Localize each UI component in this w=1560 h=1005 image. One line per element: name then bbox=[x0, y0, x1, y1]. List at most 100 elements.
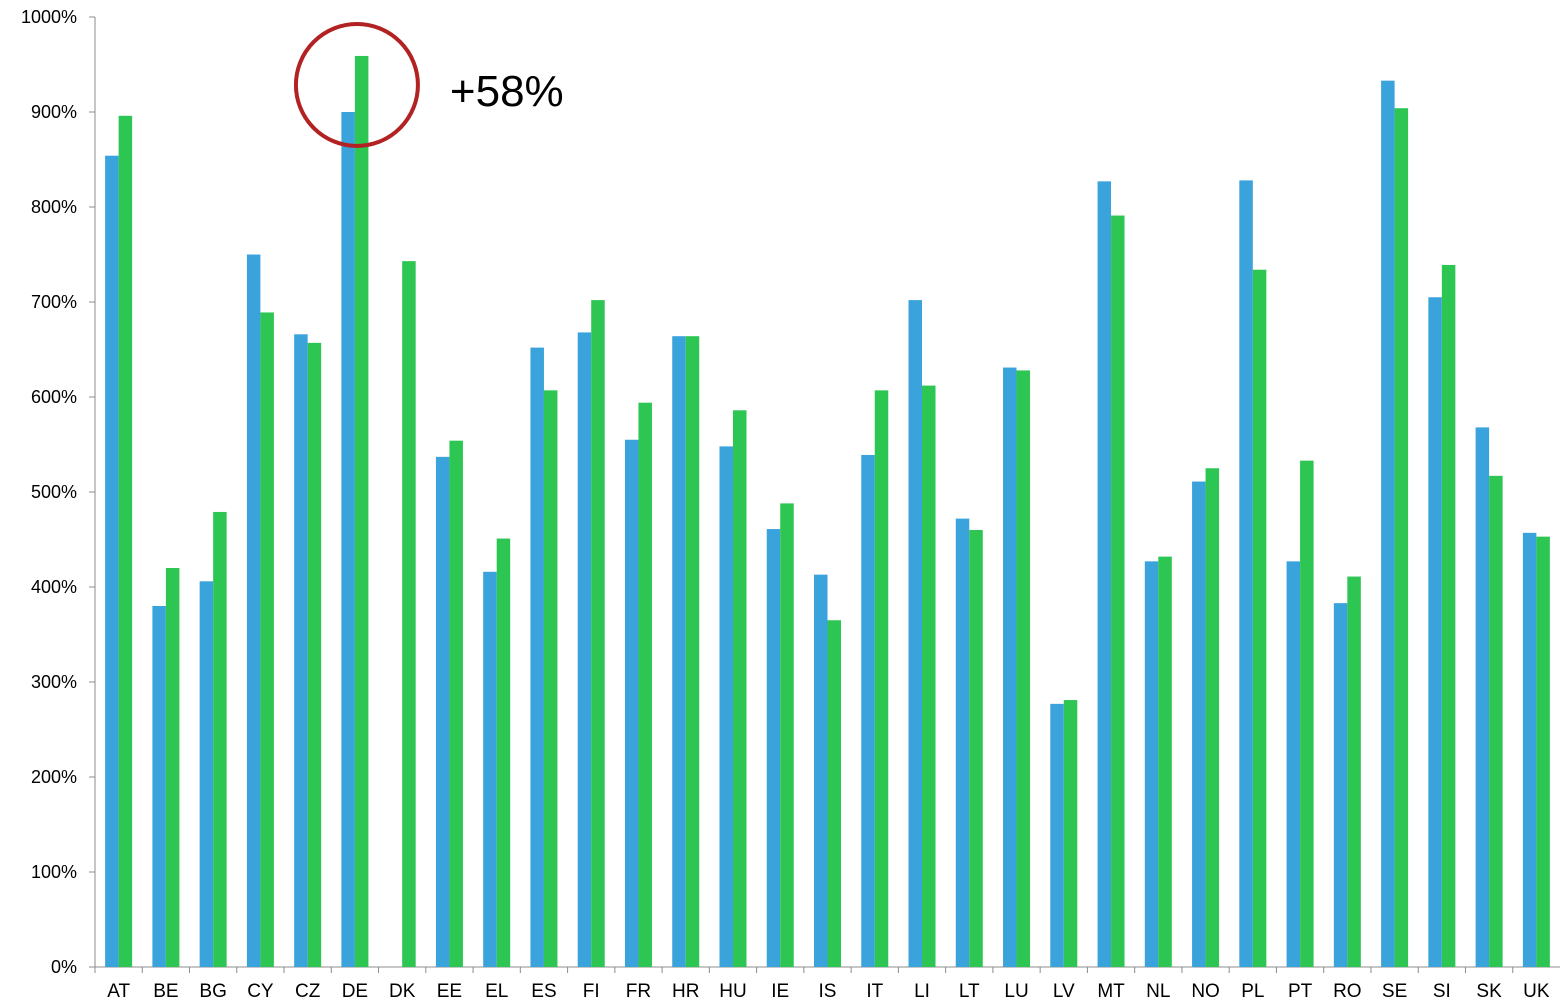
x-tick-label: LI bbox=[914, 981, 930, 1002]
bar bbox=[827, 620, 841, 967]
bar bbox=[246, 254, 261, 967]
bar bbox=[483, 571, 497, 967]
bar bbox=[1522, 532, 1537, 967]
bar bbox=[1192, 481, 1206, 967]
y-tick-label: 900% bbox=[31, 102, 77, 122]
bar bbox=[105, 155, 119, 967]
bar bbox=[955, 518, 970, 967]
bar bbox=[1205, 468, 1220, 967]
x-tick-label: UK bbox=[1523, 981, 1550, 1002]
x-tick-label: LU bbox=[1004, 981, 1028, 1002]
y-axis: 0% 100% 200% 300% 400% 500% 600% 700% 800% 900% 10… bbox=[21, 7, 96, 977]
bar bbox=[1016, 370, 1031, 967]
x-tick-label: PL bbox=[1241, 981, 1264, 1002]
bar bbox=[732, 410, 747, 967]
x-tick-label: CZ bbox=[295, 981, 321, 1002]
bar bbox=[496, 538, 511, 967]
y-tick-label: 1000% bbox=[21, 7, 77, 27]
bar bbox=[165, 568, 180, 967]
x-tick-label: MT bbox=[1097, 981, 1125, 1002]
x-tick-label: EE bbox=[437, 981, 462, 1002]
bar bbox=[766, 529, 781, 967]
y-tick-label: 500% bbox=[31, 482, 77, 502]
bar bbox=[1252, 269, 1267, 967]
x-tick-label: HR bbox=[672, 981, 699, 1002]
bar bbox=[307, 342, 322, 968]
bar bbox=[435, 456, 450, 967]
bar bbox=[685, 336, 700, 967]
bar bbox=[1003, 367, 1017, 967]
bar bbox=[1394, 108, 1409, 967]
x-tick-label: BE bbox=[153, 981, 178, 1002]
y-tick-label: 400% bbox=[31, 577, 77, 597]
bar bbox=[260, 312, 274, 967]
bar bbox=[638, 402, 652, 967]
x-tick-label: NL bbox=[1146, 981, 1170, 1002]
x-tick-label: FI bbox=[583, 981, 600, 1002]
bar bbox=[449, 440, 463, 967]
bar bbox=[354, 55, 369, 967]
x-tick-label: IT bbox=[866, 981, 883, 1002]
y-tick-label: 200% bbox=[31, 767, 77, 787]
x-tick-label: LV bbox=[1053, 981, 1075, 1002]
bar bbox=[1441, 264, 1456, 967]
bar bbox=[152, 606, 166, 967]
y-tick-label: 300% bbox=[31, 672, 77, 692]
bar bbox=[213, 511, 227, 967]
x-tick-label: LT bbox=[959, 981, 980, 1002]
bar bbox=[861, 454, 875, 967]
y-tick-label: 0% bbox=[51, 957, 77, 977]
bar bbox=[1111, 215, 1125, 968]
x-tick-label: AT bbox=[107, 981, 130, 1002]
bar bbox=[118, 115, 133, 968]
bar bbox=[1239, 180, 1253, 967]
bar bbox=[908, 300, 923, 968]
bar bbox=[624, 439, 639, 967]
bar bbox=[543, 390, 558, 968]
x-tick-label: RO bbox=[1333, 981, 1362, 1002]
bars bbox=[105, 55, 1550, 968]
bar bbox=[672, 336, 686, 967]
x-tick-label: DK bbox=[389, 981, 416, 1002]
bar bbox=[1286, 561, 1301, 967]
bar bbox=[341, 112, 355, 967]
bar bbox=[922, 385, 936, 968]
annotation-circle bbox=[293, 21, 420, 148]
bar bbox=[1063, 700, 1078, 967]
y-tick-label: 600% bbox=[31, 387, 77, 407]
bar bbox=[294, 334, 308, 967]
bar bbox=[1536, 536, 1550, 967]
bar bbox=[577, 332, 592, 967]
x-tick-label: SE bbox=[1382, 981, 1407, 1002]
x-tick-label: HU bbox=[719, 981, 746, 1002]
bar bbox=[874, 390, 889, 968]
x-tick-label: DE bbox=[342, 981, 368, 1002]
bar bbox=[780, 503, 794, 967]
bar bbox=[591, 300, 605, 968]
bar bbox=[1347, 576, 1361, 967]
bar bbox=[1489, 475, 1503, 967]
annotation-text: +58% bbox=[450, 67, 564, 116]
bar bbox=[814, 574, 828, 967]
x-tick-label: CY bbox=[247, 981, 274, 1002]
bar bbox=[1097, 181, 1112, 968]
x-tick-label: IS bbox=[819, 981, 837, 1002]
x-tick-label: ES bbox=[531, 981, 556, 1002]
bar bbox=[1158, 556, 1172, 967]
bar bbox=[402, 261, 416, 967]
x-tick-label: NO bbox=[1191, 981, 1220, 1002]
bar bbox=[1050, 703, 1064, 967]
bar bbox=[1428, 297, 1442, 967]
bar bbox=[1475, 427, 1490, 967]
x-tick-label: PT bbox=[1288, 981, 1313, 1002]
x-axis: AT BE BG CY CZ DE DK EE EL ES FI FR HR HU IE IS IT LI LT LU… bbox=[94, 966, 1560, 1002]
annotation: +58% bbox=[293, 21, 564, 148]
bar bbox=[1381, 80, 1395, 967]
x-tick-label: SI bbox=[1433, 981, 1451, 1002]
bar bbox=[1300, 460, 1314, 967]
x-tick-label: SK bbox=[1476, 981, 1502, 1002]
bar bbox=[969, 530, 983, 967]
y-tick-label: 100% bbox=[31, 862, 77, 882]
bar bbox=[1333, 603, 1348, 967]
